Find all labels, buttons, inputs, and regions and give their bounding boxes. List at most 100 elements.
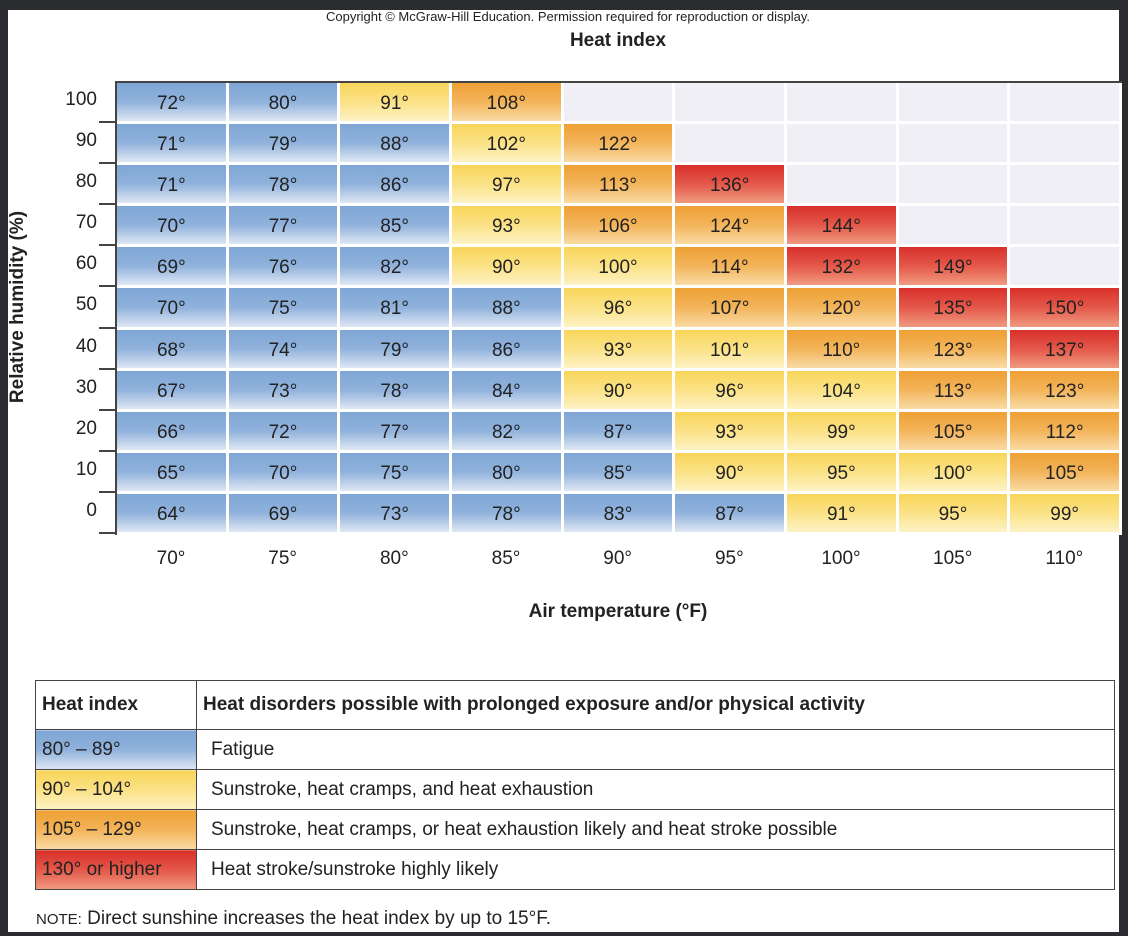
heatmap-cell: 100° <box>563 247 676 289</box>
y-tick-label: 70 <box>75 212 97 234</box>
heatmap-cell: 77° <box>340 411 452 453</box>
y-tick <box>99 326 115 329</box>
heatmap-cell: 97° <box>452 165 564 207</box>
legend-description: Heat stroke/sunstroke highly likely <box>196 849 1115 890</box>
y-tick-label: 0 <box>86 499 97 521</box>
legend-header-row: Heat index Heat disorders possible with … <box>35 680 1115 730</box>
y-tick <box>99 203 115 206</box>
heatmap-cell: 76° <box>228 247 341 289</box>
heatmap-cell: 123° <box>1010 370 1122 412</box>
legend-table: Heat index Heat disorders possible with … <box>35 680 1115 890</box>
heatmap-cell: 106° <box>563 206 676 248</box>
heatmap-cell: 64° <box>117 493 229 535</box>
y-tick <box>99 367 115 370</box>
heatmap-cell-empty <box>675 83 787 125</box>
heatmap-cell: 86° <box>452 329 564 371</box>
heatmap-cell: 93° <box>452 206 564 248</box>
heatmap-cell: 88° <box>452 288 564 330</box>
y-axis-title: Relative humidity (%) <box>7 210 28 404</box>
y-tick-label: 30 <box>75 376 97 398</box>
y-tick <box>99 162 115 165</box>
heatmap-cell: 123° <box>898 329 1011 371</box>
heatmap-cell: 132° <box>787 247 899 289</box>
y-tick-label: 80 <box>75 171 97 193</box>
x-tick-label: 105° <box>933 548 973 569</box>
y-tick <box>99 490 115 493</box>
legend-row: 80° – 89° Fatigue <box>35 729 1115 770</box>
heatmap-cell: 110° <box>787 329 899 371</box>
y-tick-label: 50 <box>75 294 97 316</box>
heatmap-cell: 96° <box>675 370 787 412</box>
heatmap-cell: 99° <box>1010 493 1122 535</box>
x-tick-label: 70° <box>156 548 186 569</box>
note-label: NOTE: <box>36 911 82 928</box>
heatmap-cell: 83° <box>563 493 676 535</box>
heatmap-cell: 71° <box>117 124 229 166</box>
heatmap-cell: 86° <box>340 165 452 207</box>
x-tick-label: 85° <box>491 548 521 569</box>
heatmap-cell: 90° <box>675 452 787 494</box>
legend-row: 105° – 129° Sunstroke, heat cramps, or h… <box>35 809 1115 850</box>
copyright-notice: Copyright © McGraw-Hill Education. Permi… <box>325 9 811 24</box>
y-tick-label: 20 <box>75 417 97 439</box>
heatmap-cell: 105° <box>898 411 1011 453</box>
x-tick-label: 110° <box>1045 548 1084 569</box>
heatmap-cell: 90° <box>563 370 676 412</box>
legend-range-swatch: 105° – 129° <box>35 809 197 850</box>
heatmap-cell: 77° <box>228 206 341 248</box>
heatmap-cell: 91° <box>340 83 452 125</box>
heatmap-cell-empty <box>1010 247 1122 289</box>
heatmap-cell: 137° <box>1010 329 1122 371</box>
heatmap-cell: 144° <box>787 206 899 248</box>
y-tick <box>99 244 115 247</box>
heatmap-cell: 66° <box>117 411 229 453</box>
heatmap-cell: 87° <box>563 411 676 453</box>
heatmap-cell: 113° <box>563 165 676 207</box>
heatmap-cell: 73° <box>340 493 452 535</box>
heatmap-cell: 95° <box>787 452 899 494</box>
heatmap-grid: 72° 80° 91° 108° 71° 79° 88° 102° 122° 71° 78° 86° 9… <box>115 81 1122 535</box>
heatmap-cell-empty <box>1010 165 1122 207</box>
legend-header-disorders: Heat disorders possible with prolonged e… <box>196 680 1115 730</box>
heatmap-cell-empty <box>1010 83 1122 125</box>
legend-description: Sunstroke, heat cramps, or heat exhausti… <box>196 809 1115 850</box>
legend-description: Sunstroke, heat cramps, and heat exhaust… <box>196 769 1115 810</box>
heatmap-cell: 65° <box>117 452 229 494</box>
heatmap-cell: 70° <box>117 206 229 248</box>
heatmap-cell: 114° <box>675 247 787 289</box>
heatmap-cell-empty <box>898 206 1011 248</box>
heatmap-cell: 150° <box>1010 288 1122 330</box>
x-tick-label: 90° <box>603 548 633 569</box>
y-tick-label: 40 <box>75 335 97 357</box>
heatmap-cell: 93° <box>563 329 676 371</box>
y-tick <box>99 121 115 124</box>
heatmap-cell: 135° <box>898 288 1011 330</box>
heatmap-cell: 78° <box>340 370 452 412</box>
heatmap-cell: 122° <box>563 124 676 166</box>
heatmap-cell: 75° <box>340 452 452 494</box>
heatmap-cell: 100° <box>898 452 1011 494</box>
legend-range-swatch: 90° – 104° <box>35 769 197 810</box>
heatmap-cell-empty <box>675 124 787 166</box>
y-tick <box>99 285 115 288</box>
heatmap-cell: 88° <box>340 124 452 166</box>
legend-row: 130° or higher Heat stroke/sunstroke hig… <box>35 849 1115 890</box>
heatmap-cell: 113° <box>898 370 1011 412</box>
heatmap-cell: 72° <box>228 411 341 453</box>
y-tick-label: 100 <box>65 89 97 110</box>
heatmap-cell-empty <box>898 124 1011 166</box>
heatmap-cell: 90° <box>452 247 564 289</box>
heatmap-cell: 96° <box>563 288 676 330</box>
x-tick-label: 100° <box>821 548 861 569</box>
y-tick-label: 60 <box>75 253 97 275</box>
heatmap-cell: 82° <box>452 411 564 453</box>
heatmap-cell: 69° <box>228 493 341 535</box>
heatmap-cell-empty <box>898 83 1011 125</box>
heatmap-cell-empty <box>787 165 899 207</box>
heatmap-cell-empty <box>1010 124 1122 166</box>
heatmap-cell: 112° <box>1010 411 1122 453</box>
heatmap-cell: 93° <box>675 411 787 453</box>
heatmap-cell: 68° <box>117 329 229 371</box>
heatmap-cell: 107° <box>675 288 787 330</box>
heatmap-cell: 78° <box>452 493 564 535</box>
